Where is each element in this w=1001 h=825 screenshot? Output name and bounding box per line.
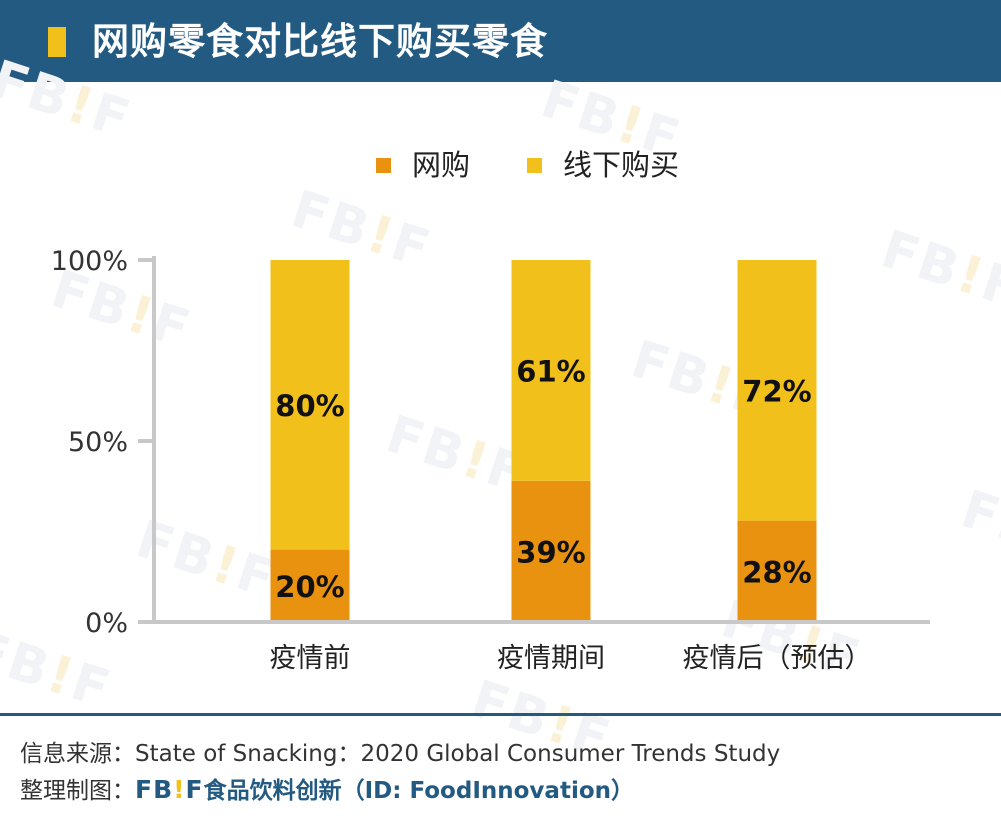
bar-segment [737, 520, 817, 622]
footer-credit: 整理制图：FB!F食品饮料创新（ID: FoodInnovation） [20, 771, 634, 805]
bar-segment [511, 480, 591, 622]
org-name: 食品饮料创新（ID: FoodInnovation） [203, 778, 634, 804]
bar-segment [270, 549, 350, 622]
x-tick-label: 疫情后（预估） [683, 643, 872, 674]
bar-value-label: 80% [275, 389, 344, 423]
bar-segment [737, 260, 817, 521]
header-bar: 网购零食对比线下购买零食 [0, 0, 1001, 82]
logo-bang: ! [173, 775, 186, 804]
bar-segment [270, 260, 350, 550]
bar-value-label: 61% [516, 354, 585, 388]
legend-label-online: 网购 [412, 148, 471, 182]
bar-value-label: 72% [742, 374, 811, 408]
bar-segment [511, 260, 591, 481]
credit-label: 整理制图： [20, 778, 135, 804]
legend-label-offline: 线下购买 [563, 148, 680, 182]
y-tick-label: 0% [85, 608, 128, 639]
source-text: State of Snacking：2020 Global Consumer T… [135, 741, 781, 767]
bar-value-label: 20% [275, 570, 344, 604]
legend-swatch-offline [527, 158, 542, 173]
x-tick-label: 疫情期间 [497, 643, 605, 674]
fbif-logo: FB!F [135, 775, 204, 804]
title-marker [48, 27, 66, 57]
stacked-bar-chart: 20% 80% 疫情前 39% 61% 疫情期间 28% 72% 疫情后（预估） 0% 50% 100… [51, 246, 930, 674]
bar-value-label: 39% [516, 535, 585, 569]
page-title: 网购零食对比线下购买零食 [92, 20, 548, 63]
chart-legend: 网购 线下购买 [0, 145, 1001, 185]
footer-divider [0, 713, 1001, 716]
footer-source: 信息来源：State of Snacking：2020 Global Consu… [20, 734, 780, 768]
logo-right: F [185, 775, 204, 804]
bar-value-label: 28% [742, 555, 811, 589]
logo-left: FB [135, 775, 174, 804]
source-label: 信息来源： [20, 741, 135, 767]
y-tick-label: 100% [51, 246, 128, 277]
legend-swatch-online [376, 158, 391, 173]
x-tick-label: 疫情前 [270, 643, 351, 674]
y-tick-label: 50% [68, 427, 128, 458]
